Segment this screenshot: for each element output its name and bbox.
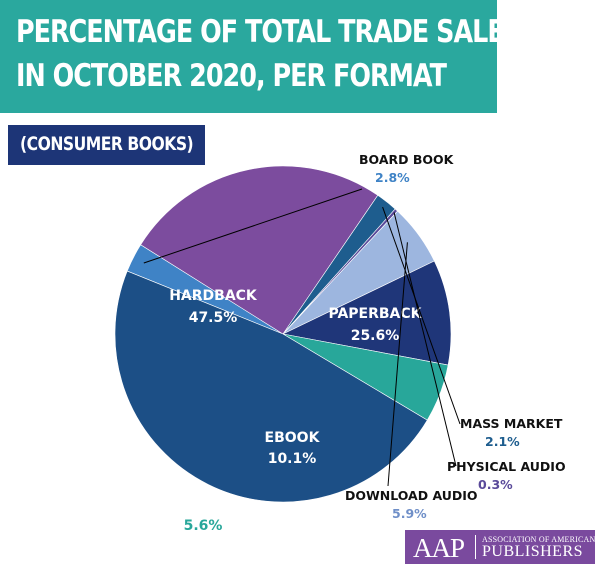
leader-line-board-book xyxy=(143,188,363,264)
chart-subtitle: (CONSUMER BOOKS) xyxy=(20,133,194,155)
subtitle-badge: (CONSUMER BOOKS) xyxy=(8,125,205,165)
chart-title-line-1: PERCENTAGE OF TOTAL TRADE SALES xyxy=(16,14,522,50)
slice-label-paperback: PAPERBACK xyxy=(328,306,422,322)
slice-value-download-audio: 5.9% xyxy=(392,506,427,521)
slice-value-other: 5.6% xyxy=(184,518,223,534)
slice-value-board-book: 2.8% xyxy=(375,170,410,185)
chart-title-line-2: IN OCTOBER 2020, PER FORMAT xyxy=(16,58,447,94)
slice-label-ebook: EBOOK xyxy=(265,430,321,446)
pie-slice-hardback xyxy=(114,270,428,503)
slice-label-mass-market: MASS MARKET xyxy=(460,416,563,431)
slice-value-mass-market: 2.1% xyxy=(485,434,520,449)
slice-value-hardback: 47.5% xyxy=(189,310,238,326)
aap-logo: AAP ASSOCIATION OF AMERICAN PUBLISHERS xyxy=(405,530,595,564)
logo-line-2: PUBLISHERS xyxy=(482,543,584,560)
logo-line-1: ASSOCIATION OF AMERICAN xyxy=(482,535,596,544)
slice-label-hardback: HARDBACK xyxy=(169,288,258,304)
slice-label-other: OTHER xyxy=(176,500,230,516)
slice-value-physical-audio: 0.3% xyxy=(478,477,513,492)
slice-value-ebook: 10.1% xyxy=(268,451,317,467)
pie-slice-paperback xyxy=(140,165,379,335)
leader-line-physical-audio xyxy=(393,212,457,467)
slice-label-physical-audio: PHYSICAL AUDIO xyxy=(447,459,566,474)
slice-label-board-book: BOARD BOOK xyxy=(359,152,455,167)
leader-line-mass-market xyxy=(382,206,461,425)
slice-value-paperback: 25.6% xyxy=(351,328,400,344)
logo-divider xyxy=(475,535,476,559)
pie-slice-ebook xyxy=(282,260,452,366)
leader-line-download-audio xyxy=(387,242,408,487)
logo-abbreviation: AAP xyxy=(413,533,465,563)
title-band: PERCENTAGE OF TOTAL TRADE SALES IN OCTOB… xyxy=(0,0,522,113)
slice-label-download-audio: DOWNLOAD AUDIO xyxy=(345,488,478,503)
